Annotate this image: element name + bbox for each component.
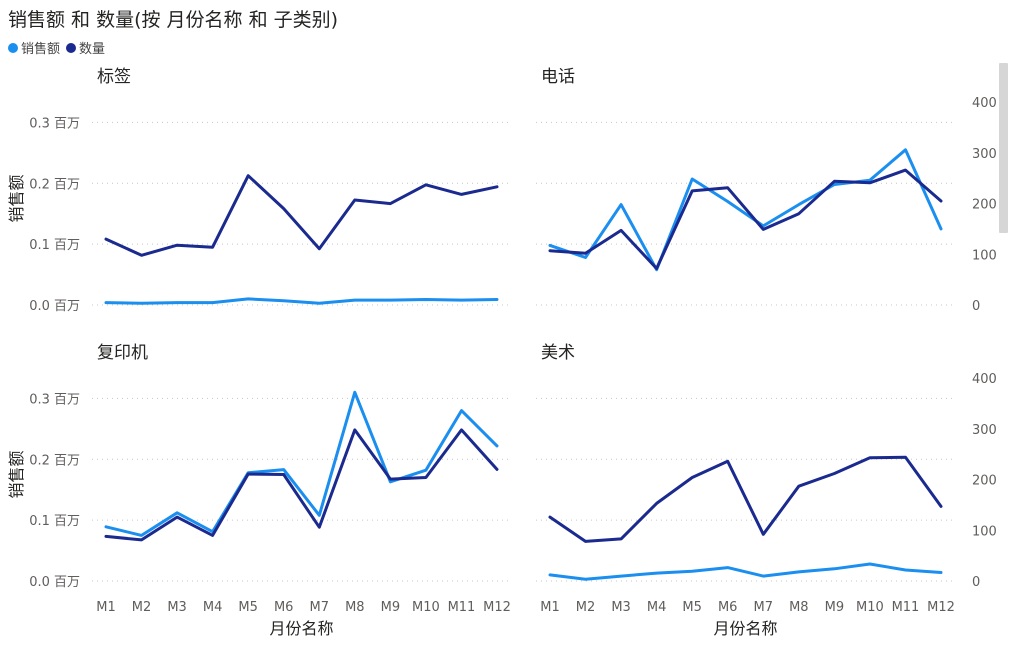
x-tick-label: M3 bbox=[611, 600, 631, 615]
x-tick-label: M2 bbox=[132, 600, 152, 615]
series-line-sales bbox=[104, 297, 499, 305]
series-line-sales bbox=[104, 390, 499, 537]
series-line-quantity bbox=[104, 428, 499, 542]
y-left-tick-label: 0.2 百万 bbox=[29, 177, 80, 192]
y-left-tick-label: 0.2 百万 bbox=[29, 453, 80, 468]
panel-title-3: 复印机 bbox=[97, 343, 148, 363]
x-tick-label: M12 bbox=[483, 600, 511, 615]
x-tick-label: M4 bbox=[203, 600, 223, 615]
y-right-tick-label: 300 bbox=[972, 423, 997, 438]
x-tick-label: M1 bbox=[96, 600, 116, 615]
x-tick-label: M11 bbox=[892, 600, 920, 615]
vertical-scrollbar[interactable] bbox=[999, 63, 1008, 233]
x-axis-title: 月份名称 bbox=[713, 619, 777, 638]
x-tick-label: M3 bbox=[167, 600, 187, 615]
series-line-quantity bbox=[548, 455, 943, 543]
x-tick-label: M6 bbox=[274, 600, 294, 615]
legend-item-sales[interactable]: 销售额 bbox=[8, 38, 60, 57]
x-tick-label: M10 bbox=[856, 600, 884, 615]
legend-item-quantity[interactable]: 数量 bbox=[66, 38, 105, 57]
y-right-tick-label: 200 bbox=[972, 474, 997, 489]
x-tick-label: M9 bbox=[825, 600, 845, 615]
x-tick-label: M11 bbox=[448, 600, 476, 615]
legend-dot-icon bbox=[8, 42, 18, 53]
legend-label-quantity: 数量 bbox=[79, 42, 106, 57]
x-tick-label: M8 bbox=[789, 600, 809, 615]
panel-title-1: 标签 bbox=[97, 67, 131, 87]
y-left-tick-label: 0.3 百万 bbox=[29, 116, 80, 131]
y-right-tick-label: 0 bbox=[972, 299, 980, 314]
y-left-tick-label: 0.1 百万 bbox=[29, 514, 80, 529]
y-right-tick-label: 100 bbox=[972, 524, 997, 539]
x-tick-label: M10 bbox=[412, 600, 440, 615]
x-tick-label: M1 bbox=[540, 600, 560, 615]
x-tick-label: M5 bbox=[682, 600, 702, 615]
x-tick-label: M12 bbox=[927, 600, 955, 615]
x-tick-label: M9 bbox=[381, 600, 401, 615]
y-right-tick-label: 400 bbox=[972, 96, 997, 111]
y-axis-title: 销售额 bbox=[7, 450, 26, 498]
x-tick-label: M5 bbox=[238, 600, 258, 615]
x-tick-label: M7 bbox=[310, 600, 330, 615]
series-line-sales bbox=[548, 562, 943, 581]
y-left-tick-label: 0.1 百万 bbox=[29, 238, 80, 253]
x-tick-label: M8 bbox=[345, 600, 365, 615]
y-left-tick-label: 0.0 百万 bbox=[29, 299, 80, 314]
series-line-sales bbox=[548, 148, 943, 272]
x-tick-label: M2 bbox=[576, 600, 596, 615]
series-line-quantity bbox=[104, 174, 499, 257]
chart-title: 销售额 和 数量(按 月份名称 和 子类别) bbox=[8, 9, 339, 31]
y-right-tick-label: 300 bbox=[972, 147, 997, 162]
legend: 销售额 数量 bbox=[8, 38, 105, 57]
legend-dot-icon bbox=[66, 42, 77, 53]
series-line-quantity bbox=[548, 168, 943, 270]
y-axis-title: 销售额 bbox=[7, 174, 26, 222]
x-tick-label: M4 bbox=[647, 600, 667, 615]
x-tick-label: M7 bbox=[754, 600, 774, 615]
y-right-tick-label: 400 bbox=[972, 372, 997, 387]
y-right-tick-label: 200 bbox=[972, 198, 997, 213]
panel-title-2: 电话 bbox=[541, 67, 575, 87]
legend-label-sales: 销售额 bbox=[21, 42, 61, 57]
y-left-tick-label: 0.0 百万 bbox=[29, 575, 80, 590]
y-left-tick-label: 0.3 百万 bbox=[29, 392, 80, 407]
x-axis-title: 月份名称 bbox=[269, 619, 333, 638]
y-right-tick-label: 100 bbox=[972, 248, 997, 263]
y-right-tick-label: 0 bbox=[972, 575, 980, 590]
x-tick-label: M6 bbox=[718, 600, 738, 615]
panel-title-4: 美术 bbox=[541, 343, 575, 363]
